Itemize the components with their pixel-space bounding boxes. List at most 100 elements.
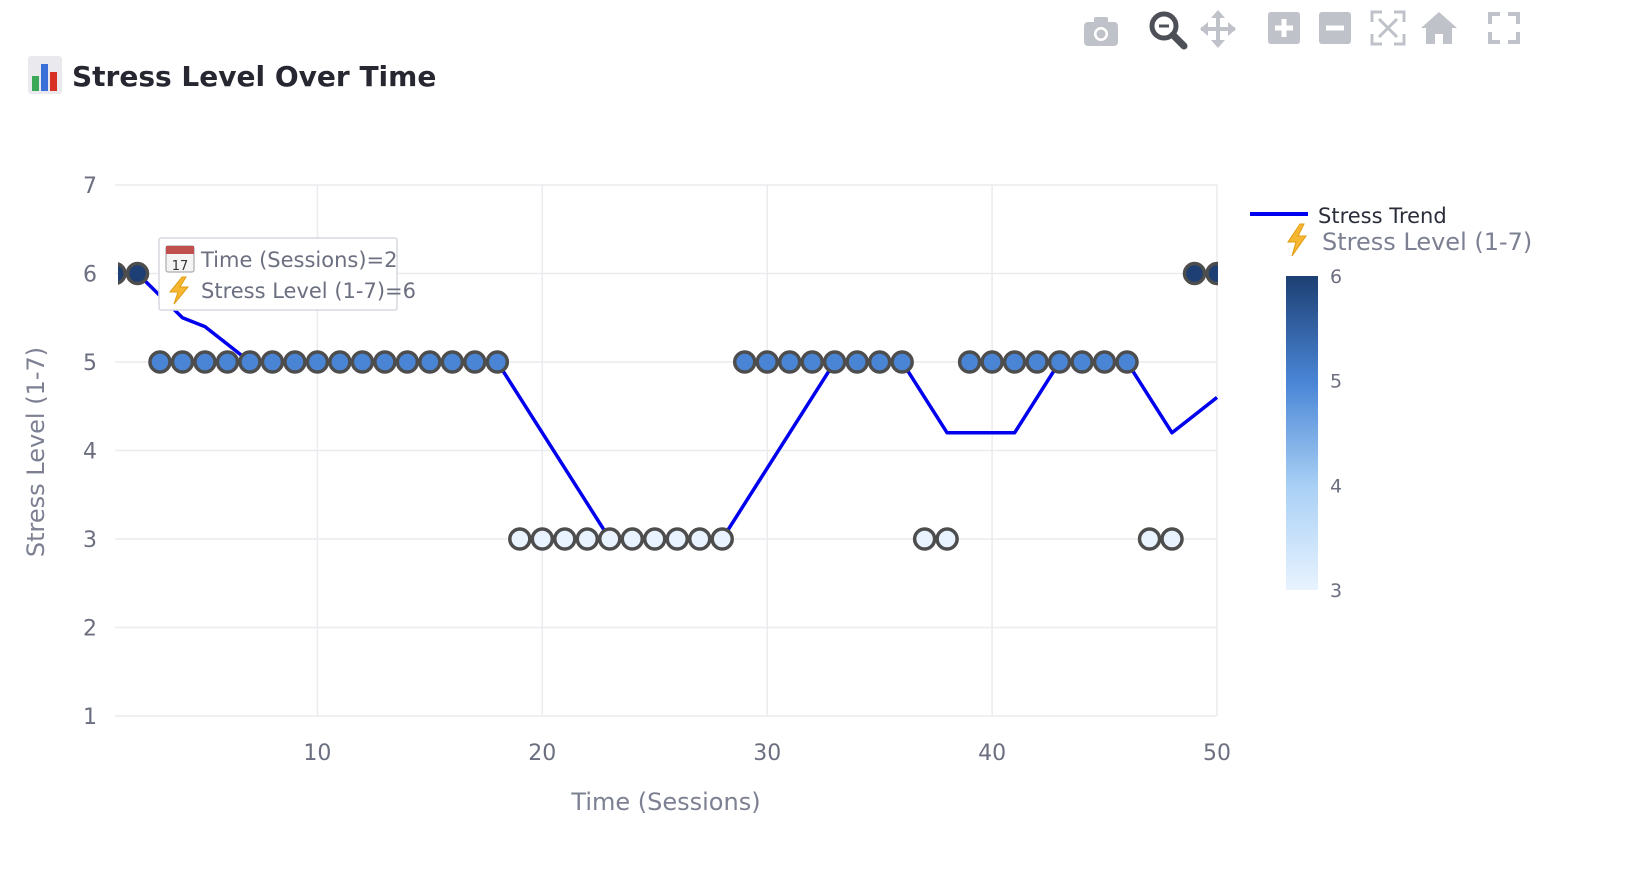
data-point[interactable] <box>598 527 622 551</box>
data-point[interactable] <box>957 350 982 374</box>
data-point[interactable] <box>1025 350 1049 374</box>
data-point[interactable] <box>215 350 240 374</box>
data-point[interactable] <box>845 350 869 374</box>
svg-text:17: 17 <box>172 259 189 274</box>
data-point[interactable] <box>890 350 914 374</box>
colorbar-tick-label: 5 <box>1330 371 1342 393</box>
lightning-icon <box>1287 223 1307 257</box>
data-point[interactable] <box>260 350 285 374</box>
data-point[interactable] <box>912 527 937 551</box>
data-point[interactable] <box>710 527 734 551</box>
data-point[interactable] <box>665 527 689 551</box>
page-title: Stress Level Over Time <box>72 59 437 93</box>
y-tick-label: 7 <box>83 174 97 199</box>
data-point[interactable] <box>800 350 824 374</box>
home-icon[interactable] <box>1421 12 1457 44</box>
tooltip-line-2: Stress Level (1-7)=6 <box>201 279 416 303</box>
bar-chart-icon <box>28 56 62 94</box>
data-point[interactable] <box>575 527 600 551</box>
data-point[interactable] <box>822 350 847 374</box>
data-point[interactable] <box>687 527 712 551</box>
data-point[interactable] <box>485 350 510 374</box>
data-point[interactable] <box>238 350 262 374</box>
autoscale-icon[interactable] <box>1370 10 1406 46</box>
data-point[interactable] <box>980 350 1004 374</box>
data-point[interactable] <box>125 261 150 286</box>
data-point[interactable] <box>193 350 217 374</box>
fullscreen-icon[interactable] <box>1488 12 1520 44</box>
data-point[interactable] <box>643 527 667 551</box>
y-tick-label: 4 <box>83 440 97 465</box>
colorbar-tick-label: 3 <box>1330 580 1342 602</box>
data-point[interactable] <box>283 350 307 374</box>
data-point[interactable] <box>1047 350 1072 374</box>
data-point[interactable] <box>395 350 420 374</box>
y-tick-label: 2 <box>83 617 97 642</box>
trend-line[interactable] <box>115 271 1218 541</box>
zoom-in-icon[interactable] <box>1268 12 1300 44</box>
x-axis-title: Time (Sessions) <box>570 788 760 816</box>
data-point[interactable] <box>1070 350 1094 374</box>
y-axis-title: Stress Level (1-7) <box>22 347 50 557</box>
legend-item-markers[interactable]: Stress Level (1-7) <box>1287 223 1532 257</box>
colorbar-tick-label: 4 <box>1330 475 1342 497</box>
y-tick-label: 1 <box>83 705 97 730</box>
x-tick-label: 40 <box>978 741 1006 766</box>
data-point[interactable] <box>732 350 757 374</box>
data-point[interactable] <box>530 527 555 551</box>
colorbar <box>1286 276 1318 590</box>
data-point[interactable] <box>418 350 442 374</box>
lightning-icon <box>168 276 190 305</box>
title-bar: Stress Level Over Time <box>28 56 436 96</box>
y-tick-label: 6 <box>83 263 97 288</box>
legend-label-trend: Stress Trend <box>1318 204 1447 228</box>
modebar <box>1084 10 1520 50</box>
data-point[interactable] <box>508 527 532 551</box>
marker-layer <box>105 261 1227 551</box>
calendar-icon: 17 <box>165 245 195 274</box>
y-tick-label: 5 <box>83 351 97 376</box>
data-point[interactable] <box>148 350 172 374</box>
legend-label-markers: Stress Level (1-7) <box>1322 228 1532 256</box>
tooltip-line-1: Time (Sessions)=2 <box>200 248 397 272</box>
camera-icon[interactable] <box>1084 17 1118 46</box>
data-point[interactable] <box>373 350 397 374</box>
colorbar-tick-label: 6 <box>1330 266 1342 288</box>
data-point[interactable] <box>620 527 645 551</box>
trend-line-layer <box>115 271 1218 541</box>
data-point[interactable] <box>867 350 892 374</box>
data-point[interactable] <box>305 350 330 374</box>
data-point[interactable] <box>463 350 487 374</box>
data-point[interactable] <box>553 527 577 551</box>
zoom-icon[interactable] <box>1149 11 1188 50</box>
data-point[interactable] <box>1002 350 1027 374</box>
y-tick-label: 3 <box>83 528 97 553</box>
y-axis: 1 2 3 4 5 6 7 <box>83 174 97 730</box>
data-point[interactable] <box>777 350 802 374</box>
x-tick-label: 10 <box>303 741 331 766</box>
data-point[interactable] <box>1160 527 1184 551</box>
x-tick-label: 20 <box>528 741 556 766</box>
x-tick-label: 30 <box>753 741 781 766</box>
data-point[interactable] <box>1137 527 1162 551</box>
pan-icon[interactable] <box>1200 10 1236 48</box>
data-point[interactable] <box>105 262 127 285</box>
data-point[interactable] <box>935 527 959 551</box>
zoom-out-icon[interactable] <box>1319 12 1351 44</box>
colorbar-ticks: 3 4 5 6 <box>1330 266 1342 602</box>
data-point[interactable] <box>170 350 195 374</box>
data-point[interactable] <box>1205 261 1227 286</box>
data-point[interactable] <box>350 350 375 374</box>
data-point[interactable] <box>1182 261 1207 286</box>
data-point[interactable] <box>1115 350 1139 374</box>
x-axis: 10 20 30 40 50 <box>303 741 1231 766</box>
legend: Stress Trend Stress Level (1-7) 3 4 5 6 <box>1250 204 1532 602</box>
data-point[interactable] <box>1092 350 1117 374</box>
hover-tooltip: 17 Time (Sessions)=2 Stress Level (1-7)=… <box>158 237 416 311</box>
x-tick-label: 50 <box>1203 741 1231 766</box>
data-point[interactable] <box>440 350 465 374</box>
data-point[interactable] <box>755 350 779 374</box>
data-point[interactable] <box>328 350 352 374</box>
legend-item-trend[interactable]: Stress Trend <box>1250 204 1447 228</box>
